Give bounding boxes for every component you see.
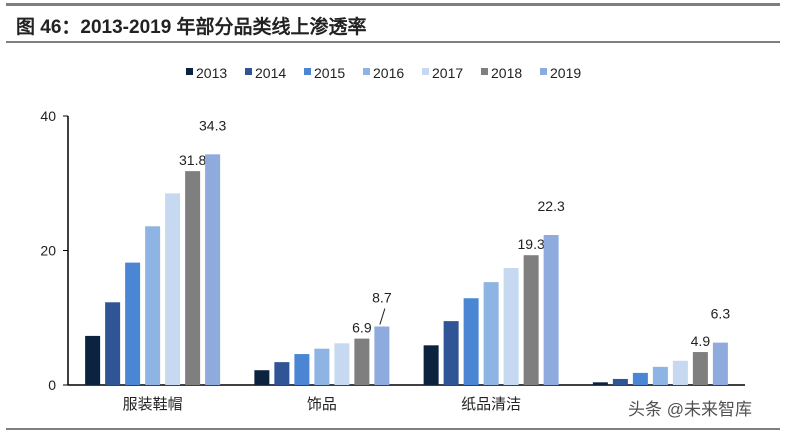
legend-swatch-2014 (245, 68, 252, 75)
bar-2013 (85, 335, 101, 385)
bar-2013 (254, 370, 270, 385)
bar-2016 (483, 282, 499, 385)
legend-swatch-2015 (304, 68, 311, 75)
y-tick-label: 40 (40, 108, 56, 124)
legend-swatch-2017 (422, 68, 429, 75)
bar-2019 (374, 326, 390, 385)
bar-2016 (145, 226, 161, 385)
bar-2015 (632, 372, 648, 385)
legend-label: 2016 (373, 65, 404, 81)
bar-2018 (692, 352, 708, 385)
data-label: 34.3 (199, 117, 226, 133)
bar-2013 (592, 382, 608, 385)
data-label: 6.3 (711, 306, 731, 322)
bar-2017 (165, 193, 181, 385)
legend-label: 2015 (314, 65, 345, 81)
bottom-rule (6, 428, 780, 430)
y-tick-label: 20 (40, 243, 56, 259)
legend-swatch-2016 (363, 68, 370, 75)
title-rule (6, 41, 780, 43)
figure-title: 图 46：2013-2019 年部分品类线上渗透率 (16, 17, 367, 38)
legend-label: 2014 (255, 65, 286, 81)
bar-2013 (423, 345, 439, 385)
bar-2018 (354, 338, 370, 385)
bar-2016 (652, 366, 668, 385)
legend-swatch-2019 (540, 68, 547, 75)
data-label: 31.8 (179, 152, 206, 168)
bar-2018 (523, 255, 539, 385)
bar-2017 (672, 360, 688, 385)
bar-2019 (712, 342, 728, 385)
legend-label: 2013 (196, 65, 227, 81)
legend-label: 2017 (432, 65, 463, 81)
data-label: 4.9 (691, 333, 711, 349)
bar-2015 (294, 354, 310, 385)
legend-label: 2018 (491, 65, 522, 81)
bar-2014 (105, 302, 121, 385)
legend-swatch-2013 (186, 68, 193, 75)
data-label: 19.3 (518, 236, 545, 252)
bar-2017 (503, 267, 519, 385)
category-label: 服装鞋帽 (123, 396, 183, 413)
bar-2014 (443, 321, 459, 385)
data-label: 8.7 (372, 289, 392, 305)
bar-2017 (334, 343, 350, 385)
bar-2016 (314, 348, 330, 385)
bar-2015 (125, 262, 141, 385)
bar-2018 (185, 171, 201, 385)
bar-2014 (274, 362, 290, 385)
category-label: 饰品 (307, 396, 337, 413)
bar-2019 (205, 154, 221, 385)
watermark: 头条 @未来智库 (628, 400, 752, 419)
bar-2019 (543, 235, 559, 385)
data-label: 22.3 (538, 198, 565, 214)
top-rule (6, 3, 780, 6)
bar-2014 (612, 378, 628, 385)
label-leader-line (379, 308, 386, 325)
category-label: 纸品清洁 (461, 396, 521, 413)
data-label: 6.9 (352, 320, 372, 336)
y-tick-label: 0 (48, 377, 56, 393)
bar-2015 (463, 298, 479, 385)
legend-label: 2019 (550, 65, 581, 81)
legend-swatch-2018 (481, 68, 488, 75)
